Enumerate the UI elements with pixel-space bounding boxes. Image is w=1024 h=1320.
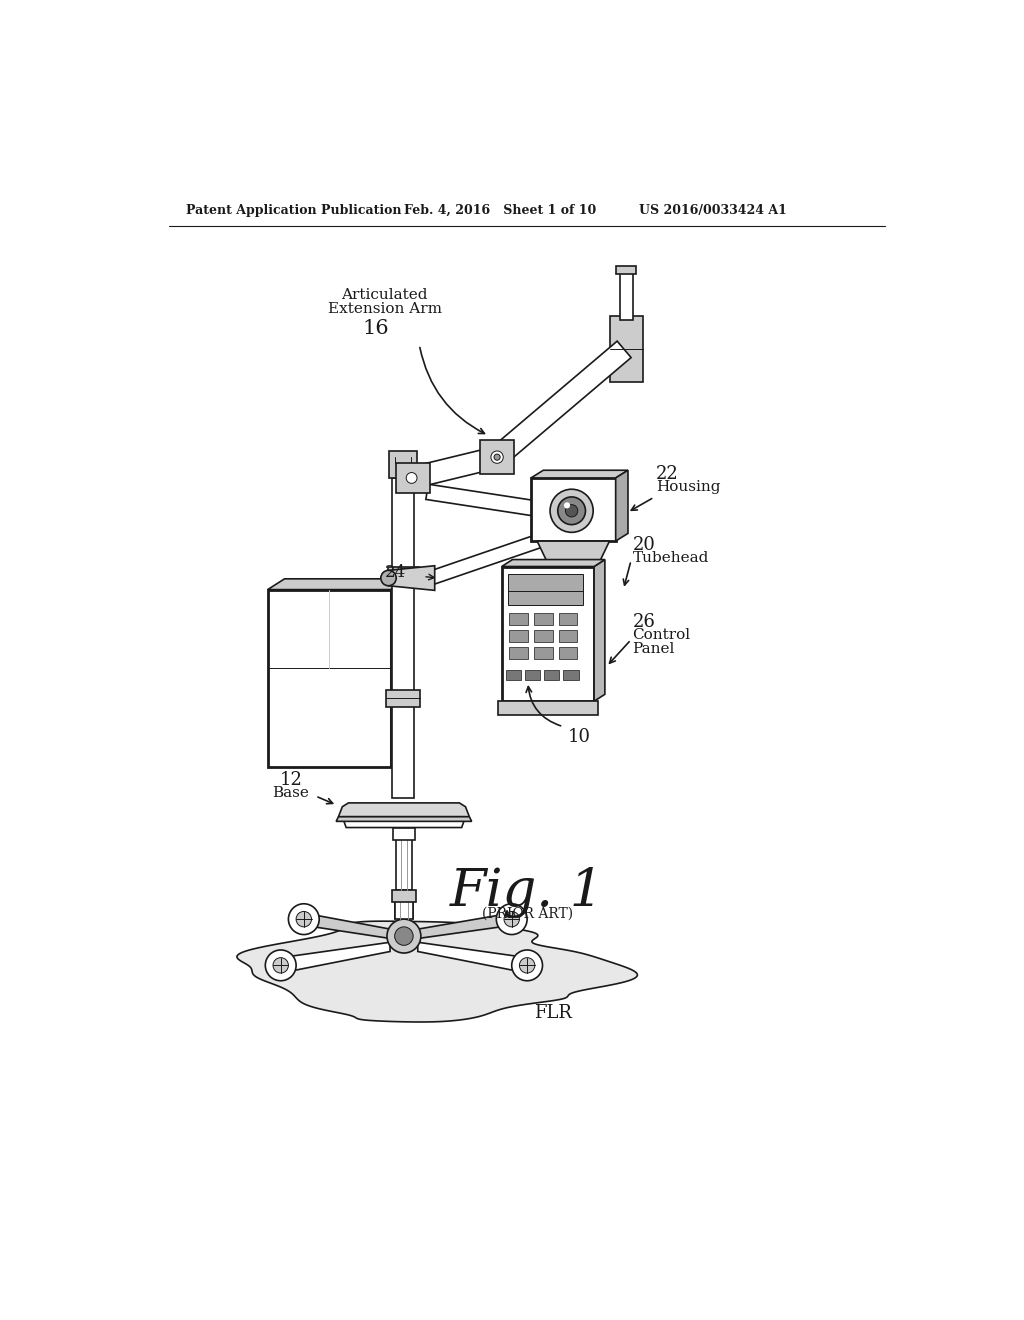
Bar — [506, 671, 521, 680]
Text: Tubehead: Tubehead — [633, 552, 709, 565]
Circle shape — [504, 911, 519, 927]
Polygon shape — [418, 942, 527, 973]
Bar — [559, 612, 578, 626]
Bar — [559, 630, 578, 642]
Bar — [509, 630, 528, 642]
Bar — [480, 441, 514, 474]
Bar — [509, 612, 528, 626]
Text: Control: Control — [633, 628, 691, 642]
Polygon shape — [237, 921, 637, 1022]
Polygon shape — [490, 341, 631, 466]
Text: Extension Arm: Extension Arm — [328, 302, 441, 315]
Bar — [544, 671, 559, 680]
Circle shape — [564, 503, 570, 508]
Text: (PRIOR ART): (PRIOR ART) — [481, 907, 572, 921]
Circle shape — [387, 919, 421, 953]
Polygon shape — [342, 817, 466, 828]
Circle shape — [407, 473, 417, 483]
Text: Feb. 4, 2016   Sheet 1 of 10: Feb. 4, 2016 Sheet 1 of 10 — [403, 205, 596, 218]
Polygon shape — [615, 470, 628, 541]
Circle shape — [490, 451, 503, 463]
Circle shape — [273, 958, 289, 973]
Bar — [267, 590, 391, 767]
Text: 26: 26 — [633, 612, 655, 631]
Bar — [524, 671, 541, 680]
Bar — [508, 574, 584, 605]
Text: 20: 20 — [633, 536, 655, 553]
Text: 10: 10 — [568, 729, 591, 746]
Bar — [386, 689, 420, 706]
Polygon shape — [409, 446, 500, 488]
Bar — [535, 630, 553, 642]
Bar — [620, 271, 634, 321]
Text: Panel: Panel — [633, 642, 675, 656]
Text: 22: 22 — [655, 465, 679, 483]
Circle shape — [296, 911, 311, 927]
Text: Articulated: Articulated — [341, 288, 428, 302]
Bar — [389, 451, 417, 478]
Circle shape — [394, 927, 413, 945]
Bar — [388, 566, 419, 582]
Bar — [393, 828, 415, 840]
Circle shape — [565, 504, 578, 517]
Text: 16: 16 — [362, 318, 389, 338]
Circle shape — [265, 950, 296, 981]
Bar — [392, 697, 414, 797]
Text: Patent Application Publication: Patent Application Publication — [186, 205, 401, 218]
Polygon shape — [502, 566, 594, 701]
Bar — [509, 647, 528, 659]
Polygon shape — [502, 560, 605, 566]
Bar — [535, 647, 553, 659]
Polygon shape — [429, 535, 541, 585]
Circle shape — [494, 454, 500, 461]
Circle shape — [519, 958, 535, 973]
Polygon shape — [339, 803, 469, 817]
Text: Base: Base — [272, 785, 309, 800]
Polygon shape — [594, 560, 605, 701]
Bar — [610, 317, 643, 381]
Polygon shape — [394, 894, 413, 919]
Bar — [559, 647, 578, 659]
Polygon shape — [413, 913, 512, 940]
Polygon shape — [267, 578, 408, 590]
Text: 24: 24 — [385, 564, 407, 581]
Bar — [535, 612, 553, 626]
Polygon shape — [304, 913, 394, 940]
Circle shape — [381, 570, 396, 586]
Bar — [396, 462, 430, 494]
Bar — [563, 671, 579, 680]
Polygon shape — [498, 701, 598, 715]
Text: Housing: Housing — [655, 480, 720, 494]
Polygon shape — [388, 566, 435, 590]
Polygon shape — [538, 541, 609, 560]
Polygon shape — [391, 578, 408, 767]
Polygon shape — [426, 484, 534, 516]
Text: FLR: FLR — [534, 1003, 571, 1022]
Polygon shape — [396, 821, 412, 890]
Circle shape — [512, 950, 543, 981]
Circle shape — [497, 904, 527, 935]
Circle shape — [397, 569, 409, 579]
Bar — [616, 267, 637, 275]
Polygon shape — [531, 470, 628, 478]
Text: Fig. 1: Fig. 1 — [450, 867, 604, 917]
Circle shape — [289, 904, 319, 935]
Bar — [531, 478, 615, 541]
Text: 12: 12 — [280, 771, 302, 788]
Polygon shape — [336, 817, 472, 821]
Text: US 2016/0033424 A1: US 2016/0033424 A1 — [639, 205, 786, 218]
Circle shape — [558, 496, 586, 524]
Circle shape — [550, 490, 593, 532]
Bar — [392, 478, 414, 697]
Bar — [391, 890, 416, 903]
Polygon shape — [281, 942, 390, 973]
